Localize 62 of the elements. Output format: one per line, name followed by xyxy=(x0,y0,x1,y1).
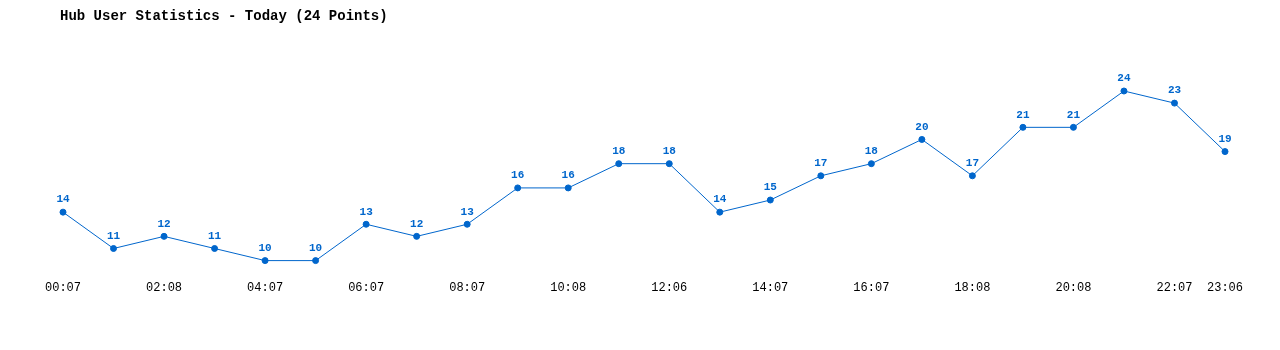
point xyxy=(817,172,825,180)
point xyxy=(362,220,370,228)
point xyxy=(867,160,875,168)
point xyxy=(160,232,168,240)
point xyxy=(968,172,976,180)
data-label: 13 xyxy=(460,205,475,218)
data-label: 10 xyxy=(258,241,272,254)
data-label: 17 xyxy=(965,157,979,170)
x-tick-label: 23:06 xyxy=(1206,280,1244,295)
x-tick-label: 10:08 xyxy=(550,280,587,295)
point xyxy=(211,244,219,252)
point xyxy=(1170,99,1178,107)
point xyxy=(1069,123,1077,131)
data-label: 24 xyxy=(1117,72,1131,85)
point xyxy=(716,208,724,216)
point xyxy=(918,135,926,143)
data-label: 19 xyxy=(1218,132,1232,145)
point xyxy=(615,160,623,168)
data-label: 14 xyxy=(56,193,70,206)
point xyxy=(463,220,471,228)
data-label: 11 xyxy=(207,229,222,242)
point xyxy=(665,160,673,168)
point xyxy=(766,196,774,204)
x-tick-label: 18:08 xyxy=(954,280,991,295)
data-label: 18 xyxy=(662,144,677,157)
x-tick-label: 08:07 xyxy=(449,280,486,295)
data-label: 10 xyxy=(309,241,323,254)
x-tick-label: 02:08 xyxy=(146,280,183,295)
x-tick-label: 22:07 xyxy=(1156,280,1193,295)
data-label: 18 xyxy=(864,144,879,157)
data-label: 20 xyxy=(915,120,929,133)
point xyxy=(514,184,522,192)
point xyxy=(261,257,269,265)
point xyxy=(110,244,118,252)
point xyxy=(1120,87,1128,95)
data-label: 12 xyxy=(410,217,424,230)
x-tick-label: 06:07 xyxy=(348,280,385,295)
point xyxy=(1019,123,1027,131)
point xyxy=(413,232,421,240)
point xyxy=(312,257,320,265)
data-label: 13 xyxy=(359,205,374,218)
data-label: 17 xyxy=(814,157,828,170)
data-label: 14 xyxy=(713,193,727,206)
data-label: 21 xyxy=(1016,108,1030,121)
data-label: 21 xyxy=(1066,108,1081,121)
x-tick-label: 16:07 xyxy=(853,280,890,295)
x-tick-label: 04:07 xyxy=(247,280,284,295)
x-tick-label: 14:07 xyxy=(752,280,789,295)
data-label: 16 xyxy=(511,169,525,182)
data-label: 12 xyxy=(157,217,171,230)
point xyxy=(1221,148,1229,156)
x-tick-label: 12:06 xyxy=(651,280,688,295)
data-label: 15 xyxy=(763,181,778,194)
data-label: 23 xyxy=(1167,84,1182,97)
data-label: 18 xyxy=(612,144,626,157)
x-tick-label: 00:07 xyxy=(44,280,82,295)
point xyxy=(59,208,67,216)
data-label: 11 xyxy=(106,229,121,242)
x-tick-label: 20:08 xyxy=(1055,280,1092,295)
data-label: 16 xyxy=(561,169,575,182)
chart-title: Hub User Statistics - Today (24 Points) xyxy=(60,8,388,24)
point xyxy=(564,184,572,192)
